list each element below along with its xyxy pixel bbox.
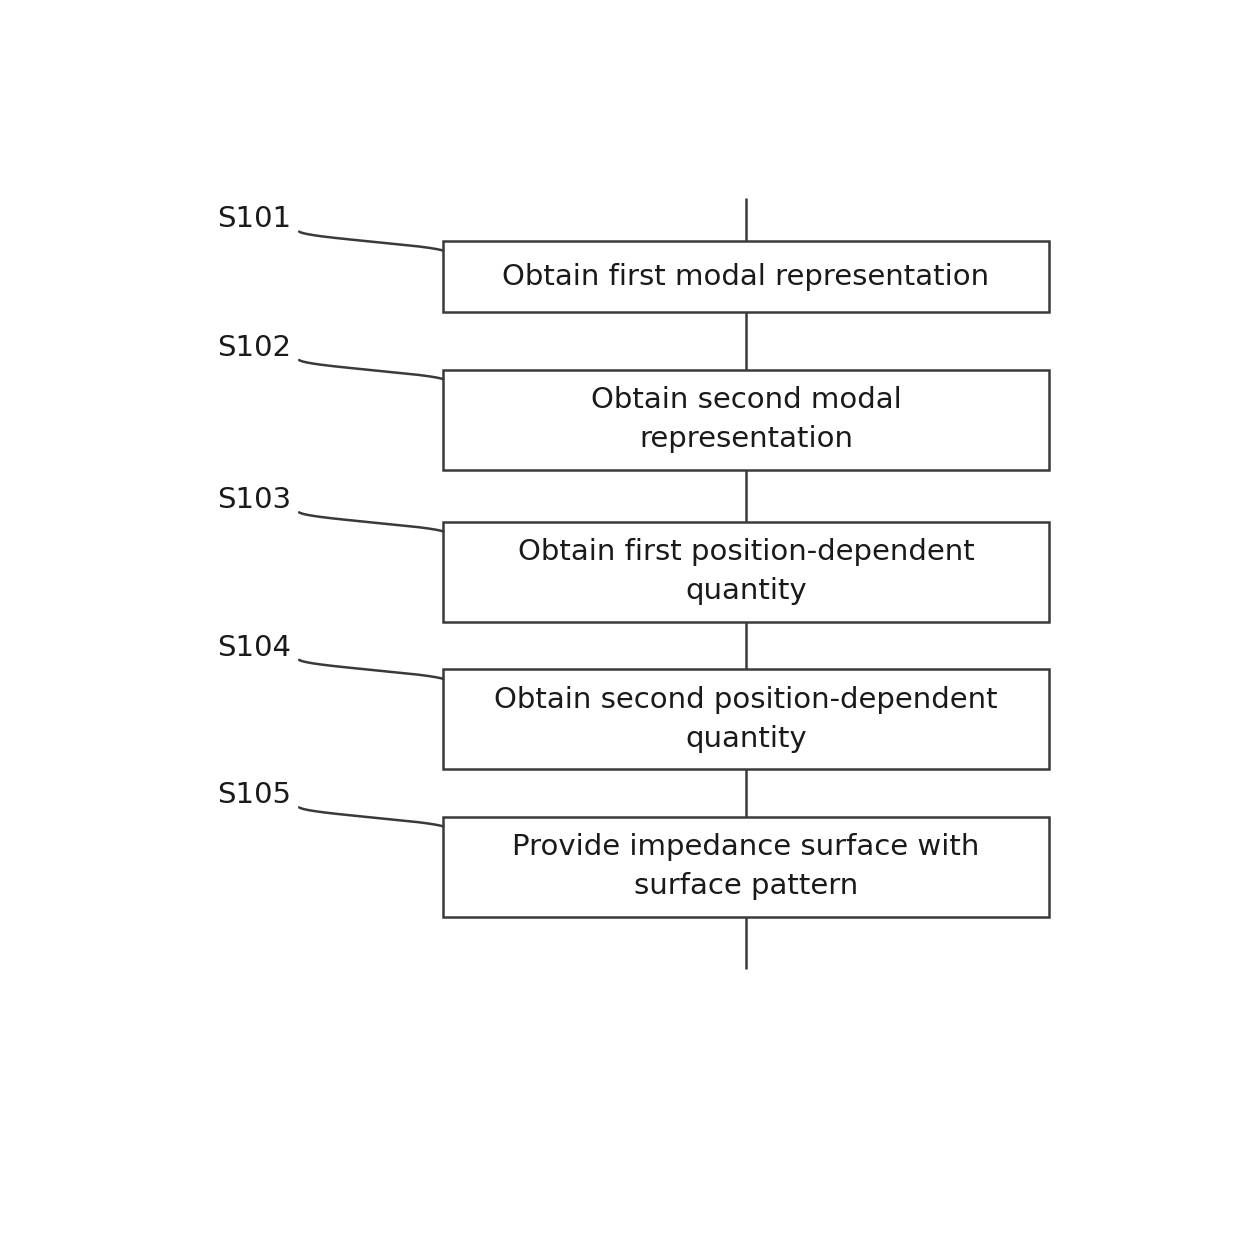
FancyBboxPatch shape	[444, 370, 1049, 470]
Text: Obtain first position-dependent
quantity: Obtain first position-dependent quantity	[517, 539, 975, 606]
Text: Obtain second modal
representation: Obtain second modal representation	[590, 386, 901, 454]
Text: S103: S103	[217, 486, 291, 514]
Text: Provide impedance surface with
surface pattern: Provide impedance surface with surface p…	[512, 833, 980, 900]
Text: S101: S101	[217, 205, 291, 234]
Text: S105: S105	[217, 781, 291, 810]
Text: S104: S104	[217, 634, 291, 661]
Text: Obtain first modal representation: Obtain first modal representation	[502, 263, 990, 290]
Text: S102: S102	[217, 334, 291, 362]
Text: Obtain second position-dependent
quantity: Obtain second position-dependent quantit…	[495, 686, 998, 753]
FancyBboxPatch shape	[444, 670, 1049, 769]
FancyBboxPatch shape	[444, 817, 1049, 917]
FancyBboxPatch shape	[444, 241, 1049, 313]
FancyBboxPatch shape	[444, 522, 1049, 622]
